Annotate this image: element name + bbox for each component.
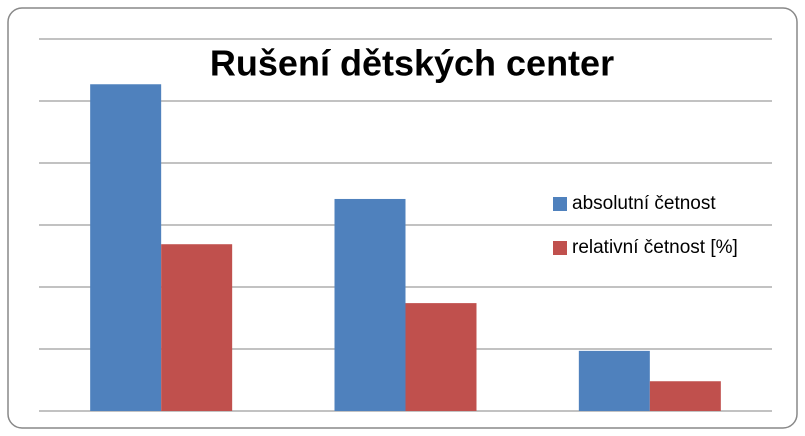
legend-swatch <box>553 197 567 211</box>
bar <box>405 303 477 411</box>
bar <box>161 244 233 411</box>
bar <box>334 198 406 411</box>
chart-title: Rušení dětských center <box>210 43 614 84</box>
bar <box>90 84 162 411</box>
legend-label: relativní četnost [%] <box>572 237 738 258</box>
bar <box>649 381 721 411</box>
legend-swatch <box>553 241 567 255</box>
legend-label: absolutní četnost <box>572 193 716 214</box>
bar <box>578 350 650 411</box>
plot-area <box>39 38 772 412</box>
